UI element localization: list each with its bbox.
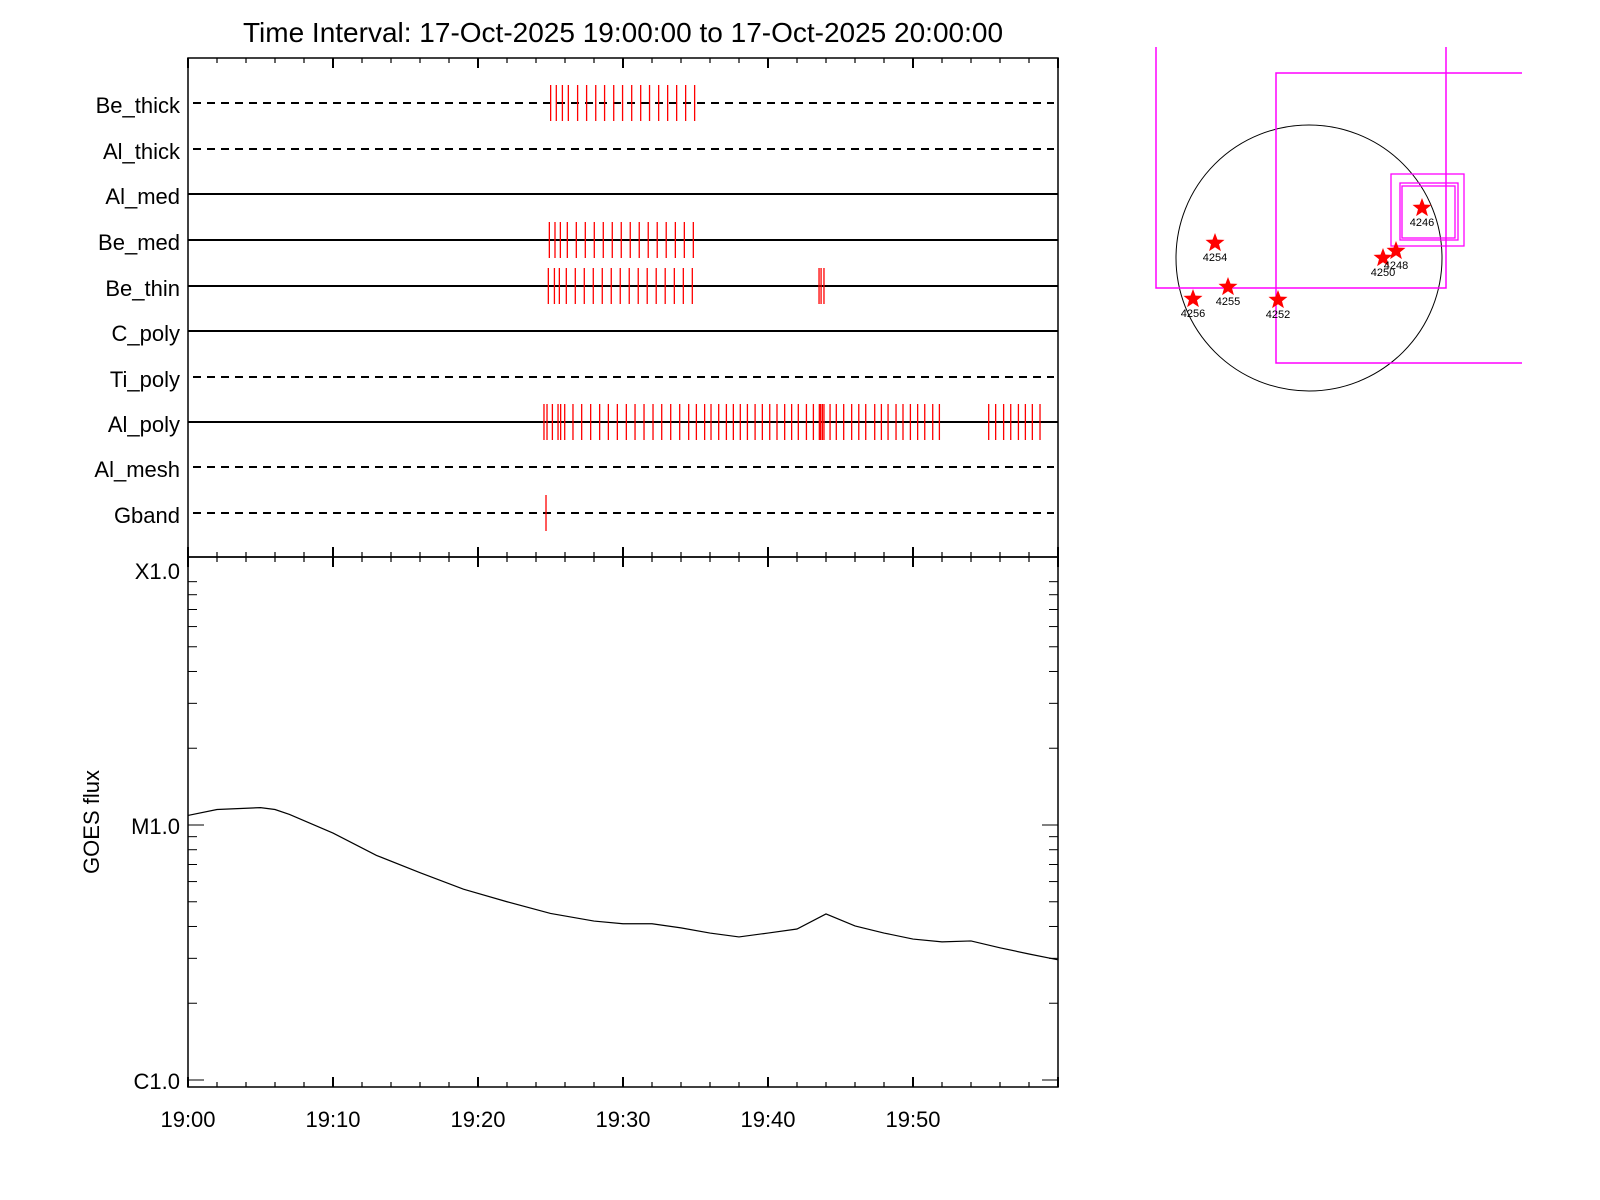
x-tick-label: 19:10: [305, 1107, 360, 1132]
region-label: 4252: [1266, 309, 1290, 321]
goes-flux-line: [187, 807, 1059, 961]
y-tick-label: M1.0: [131, 814, 180, 839]
row-label: Al_poly: [108, 412, 180, 437]
fov-box: [1275, 72, 1522, 364]
row-label: Be_thin: [105, 276, 180, 301]
row-label: Be_med: [98, 230, 180, 255]
row-label: Al_mesh: [94, 457, 180, 482]
region-label: 4246: [1410, 217, 1434, 229]
row-label: C_poly: [112, 321, 180, 346]
region-star-icon: [1218, 277, 1238, 296]
region-star-icon: [1386, 241, 1406, 260]
region-star-icon: [1373, 248, 1393, 267]
region-star-icon: [1268, 290, 1288, 309]
row-label: Gband: [114, 503, 180, 528]
region-label: 4250: [1371, 267, 1395, 279]
goes-flux-panel: C1.0 M1.0 X1.0 19:00 19:10 19:20 19:30 19:40 19:…: [131, 556, 1059, 1132]
filter-timeline-panel: Be_thick Al_thick Al_med Be_med Be_thin C_pol…: [94, 57, 1059, 567]
fov-box: [1155, 47, 1447, 289]
chart-title: Time Interval: 17-Oct-2025 19:00:00 to 1…: [243, 17, 1003, 48]
region-label: 4254: [1203, 252, 1227, 264]
row-label: Al_thick: [103, 139, 181, 164]
region-star-icon: [1412, 198, 1432, 217]
region-star-icon: [1205, 233, 1225, 252]
region-star-icon: [1183, 289, 1203, 308]
y-tick-label: X1.0: [135, 559, 180, 584]
x-tick-label: 19:30: [595, 1107, 650, 1132]
row-label: Be_thick: [96, 93, 181, 118]
x-tick-label: 19:50: [885, 1107, 940, 1132]
region-label: 4255: [1216, 296, 1240, 308]
row-label: Al_med: [105, 184, 180, 209]
x-tick-label: 19:40: [740, 1107, 795, 1132]
region-label: 4248: [1384, 260, 1408, 272]
y-tick-label: C1.0: [134, 1069, 180, 1094]
x-tick-label: 19:20: [450, 1107, 505, 1132]
timeline-frame: [187, 57, 1059, 558]
goes-frame: [187, 556, 1059, 1088]
x-tick-label: 19:00: [160, 1107, 215, 1132]
row-label: Ti_poly: [110, 367, 180, 392]
fov-box: [1390, 173, 1465, 247]
fov-box: [1399, 182, 1459, 241]
region-label: 4256: [1181, 308, 1205, 320]
y-axis-label: GOES flux: [79, 770, 104, 874]
fov-box: [1401, 185, 1456, 239]
solar-limb: [1175, 124, 1443, 392]
